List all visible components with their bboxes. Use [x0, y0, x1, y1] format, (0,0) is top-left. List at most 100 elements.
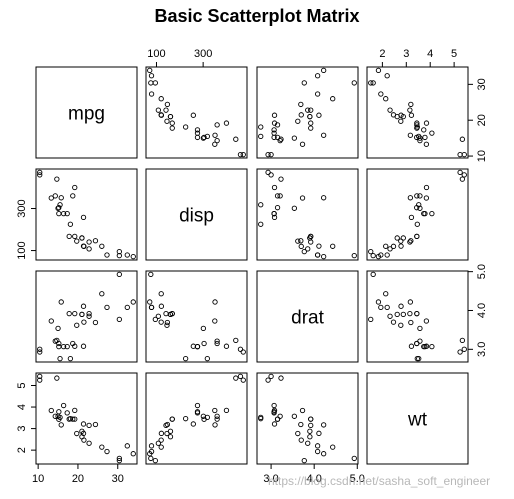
data-point [271, 407, 278, 414]
data-point [299, 141, 306, 147]
data-point [116, 248, 122, 255]
tick-label: 20 [72, 473, 84, 485]
data-point [58, 299, 64, 305]
data-point [414, 205, 420, 211]
data-point [152, 80, 158, 86]
panel-drat-vs-drat: drat [256, 270, 359, 363]
x-axis-drat: 3.0 4.0 5.0 [263, 463, 365, 485]
data-point [56, 210, 62, 217]
panel-frame [256, 270, 359, 363]
data-point [64, 410, 70, 416]
data-point [398, 322, 404, 328]
data-point [417, 135, 423, 141]
data-point [398, 118, 404, 124]
data-point [37, 172, 43, 178]
data-point [417, 205, 423, 211]
panel-wt-vs-wt: wt [366, 372, 469, 465]
data-point [104, 252, 110, 258]
data-point [408, 343, 415, 349]
data-point [182, 355, 189, 362]
data-point [130, 253, 136, 260]
data-point [60, 402, 67, 409]
panel-frame [145, 270, 248, 363]
data-point [148, 91, 155, 97]
variable-label-wt: wt [407, 410, 428, 431]
data-point [423, 120, 430, 126]
panel-frame [366, 372, 469, 465]
x-axis-disp: 100 300 [147, 48, 212, 68]
data-point [240, 377, 246, 383]
data-point [194, 127, 201, 133]
data-point [378, 252, 384, 258]
data-point [298, 421, 304, 428]
data-point [461, 151, 467, 158]
data-point [92, 319, 99, 326]
tick-label: 2 [379, 48, 385, 60]
data-point [158, 96, 164, 102]
data-point [330, 243, 336, 249]
data-point [37, 346, 43, 352]
data-point [233, 337, 239, 344]
data-point [370, 253, 376, 259]
data-point [407, 239, 413, 245]
data-point [72, 233, 78, 240]
data-point [417, 325, 423, 331]
data-point [375, 299, 382, 305]
tick-label: 100 [147, 48, 165, 60]
panel-disp-vs-disp: disp [145, 168, 248, 261]
data-point [201, 416, 207, 422]
data-point [414, 134, 420, 141]
y-axis-mpg: 10 20 30 [467, 78, 488, 162]
data-point [240, 349, 246, 355]
data-point [351, 253, 357, 259]
data-point [408, 101, 414, 108]
data-point [321, 253, 327, 260]
data-point [407, 107, 413, 113]
panel-frame [145, 372, 248, 465]
data-point [56, 409, 62, 415]
data-point [56, 416, 62, 422]
data-point [66, 233, 72, 240]
data-point [148, 73, 155, 79]
data-point [237, 151, 244, 158]
data-point [200, 413, 207, 419]
data-point [233, 136, 239, 142]
data-point [394, 235, 400, 241]
data-point [383, 96, 389, 102]
data-point [423, 343, 430, 349]
data-point [194, 409, 201, 415]
data-point [64, 343, 70, 350]
data-point [271, 214, 278, 221]
data-point [414, 122, 420, 128]
data-point [314, 443, 321, 449]
data-point [55, 325, 61, 331]
data-point [116, 455, 122, 462]
data-point [316, 112, 322, 118]
data-point [86, 313, 92, 319]
data-point [194, 402, 201, 409]
data-point [37, 373, 43, 380]
watermark-text: https://blog.csdn.net/sasha_soft_enginee… [268, 474, 491, 488]
tick-label: 10 [476, 150, 488, 162]
data-point [301, 80, 307, 86]
data-point [330, 444, 336, 450]
data-point [271, 127, 277, 133]
data-point [155, 440, 162, 446]
data-point [414, 120, 420, 126]
data-point [408, 319, 414, 326]
data-point [148, 455, 154, 462]
data-point [351, 80, 357, 86]
data-point [48, 407, 54, 414]
data-point [214, 122, 220, 128]
data-point [37, 169, 43, 176]
data-point [152, 316, 158, 323]
data-point [422, 210, 428, 217]
data-point [305, 440, 311, 446]
data-point [407, 310, 413, 317]
data-point [212, 299, 218, 305]
data-point [74, 322, 80, 328]
data-point [265, 377, 271, 383]
tick-label: 10 [32, 473, 44, 485]
data-point [421, 127, 427, 133]
data-point [301, 248, 307, 255]
